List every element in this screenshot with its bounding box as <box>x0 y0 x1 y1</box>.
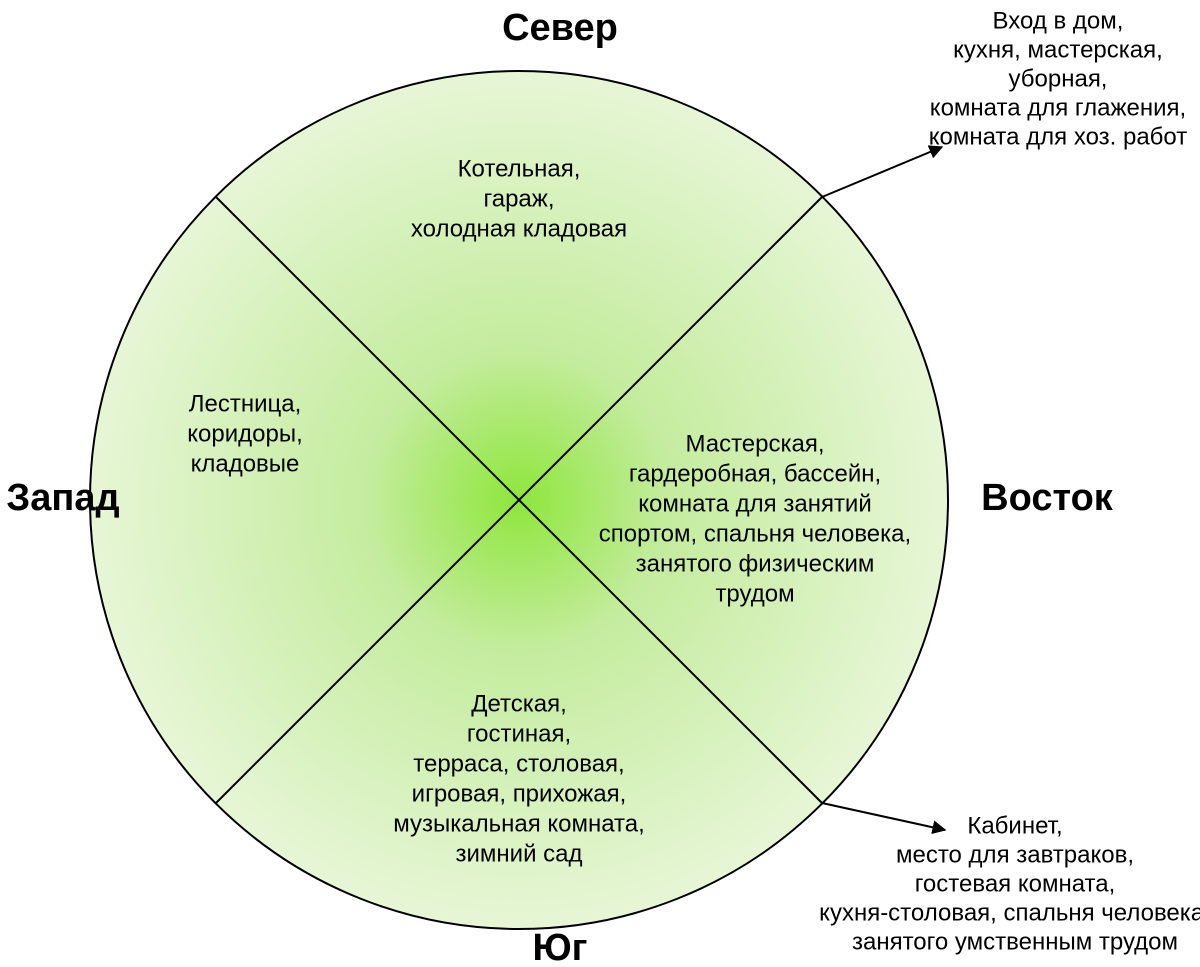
direction-label-north: Север <box>502 7 618 49</box>
callout-se-line-0: Кабинет, <box>967 812 1062 839</box>
sector-north-line-2: холодная кладовая <box>411 215 627 242</box>
sector-south-line-3: игровая, прихожая, <box>412 780 627 807</box>
callout-se-line-4: занятого умственным трудом <box>852 928 1178 955</box>
arrow-ne <box>822 147 942 197</box>
callout-se-line-1: место для завтраков, <box>896 841 1134 868</box>
sector-west-line-1: коридоры, <box>187 420 303 447</box>
sector-south-line-2: терраса, столовая, <box>413 750 624 777</box>
callout-ne-line-2: уборная, <box>1009 65 1108 92</box>
sector-east-line-1: гардеробная, бассейн, <box>629 460 881 487</box>
sector-south-line-0: Детская, <box>471 690 567 717</box>
sector-east-line-0: Мастерская, <box>685 430 824 457</box>
sector-east-line-5: трудом <box>715 580 794 607</box>
sector-south-line-4: музыкальная комната, <box>393 810 645 837</box>
callout-se-line-2: гостевая комната, <box>915 870 1116 897</box>
sector-east-line-3: спортом, спальня человека, <box>599 520 911 547</box>
compass-diagram: Север Юг Запад Восток Котельная, гараж, холодн… <box>0 0 1200 967</box>
callout-ne-line-1: кухня, мастерская, <box>953 36 1163 63</box>
sector-east-line-2: комната для занятий <box>638 490 872 517</box>
callout-se-line-3: кухня-столовая, спальня человека, <box>819 899 1200 926</box>
direction-label-east: Восток <box>981 477 1114 519</box>
sector-west-line-0: Лестница, <box>189 390 302 417</box>
sector-north-line-1: гараж, <box>484 185 555 212</box>
sector-north-line-0: Котельная, <box>458 155 581 182</box>
sector-west-line-2: кладовые <box>191 450 300 477</box>
sector-east-line-4: занятого физическим <box>636 550 875 577</box>
sector-south-line-5: зимний сад <box>456 840 583 867</box>
arrow-se <box>822 803 945 830</box>
direction-label-west: Запад <box>6 477 119 519</box>
callout-ne-line-0: Вход в дом, <box>993 7 1124 34</box>
callout-ne: Вход в дом,кухня, мастерская,уборная,ком… <box>929 7 1188 150</box>
callout-ne-line-3: комната для глажения, <box>930 94 1186 121</box>
sector-south-line-1: гостиная, <box>467 720 571 747</box>
callout-ne-line-4: комната для хоз. работ <box>929 123 1188 150</box>
sector-west: Лестница, коридоры, кладовые <box>187 390 303 477</box>
callout-se: Кабинет,место для завтраков,гостевая ком… <box>819 812 1200 955</box>
direction-label-south: Юг <box>532 927 587 967</box>
